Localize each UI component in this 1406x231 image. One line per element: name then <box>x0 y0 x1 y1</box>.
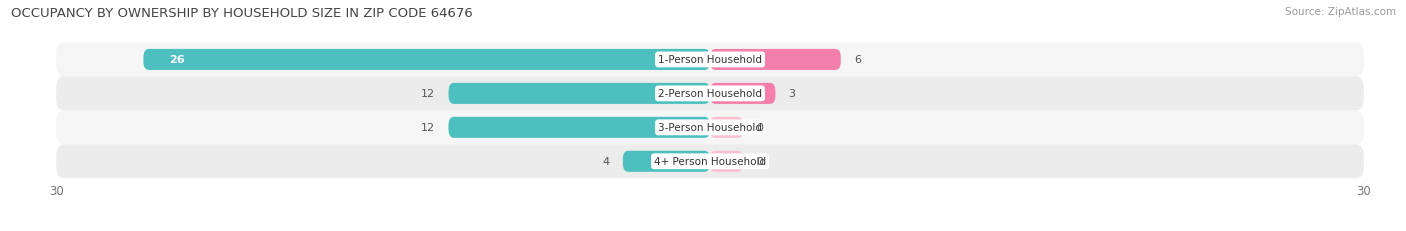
FancyBboxPatch shape <box>56 77 1364 111</box>
Text: 4+ Person Household: 4+ Person Household <box>654 157 766 167</box>
Text: 12: 12 <box>422 89 436 99</box>
FancyBboxPatch shape <box>143 50 710 71</box>
Text: 4: 4 <box>603 157 610 167</box>
FancyBboxPatch shape <box>56 111 1364 145</box>
Text: OCCUPANCY BY OWNERSHIP BY HOUSEHOLD SIZE IN ZIP CODE 64676: OCCUPANCY BY OWNERSHIP BY HOUSEHOLD SIZE… <box>11 7 472 20</box>
Text: Source: ZipAtlas.com: Source: ZipAtlas.com <box>1285 7 1396 17</box>
Text: 0: 0 <box>756 157 763 167</box>
Text: 2-Person Household: 2-Person Household <box>658 89 762 99</box>
FancyBboxPatch shape <box>710 117 742 138</box>
FancyBboxPatch shape <box>449 83 710 104</box>
FancyBboxPatch shape <box>710 50 841 71</box>
Text: 6: 6 <box>853 55 860 65</box>
Text: 12: 12 <box>422 123 436 133</box>
FancyBboxPatch shape <box>56 43 1364 77</box>
FancyBboxPatch shape <box>56 145 1364 179</box>
FancyBboxPatch shape <box>449 117 710 138</box>
Text: 26: 26 <box>170 55 186 65</box>
Text: 0: 0 <box>756 123 763 133</box>
FancyBboxPatch shape <box>710 151 742 172</box>
Text: 3: 3 <box>789 89 796 99</box>
Text: 1-Person Household: 1-Person Household <box>658 55 762 65</box>
Text: 3-Person Household: 3-Person Household <box>658 123 762 133</box>
FancyBboxPatch shape <box>710 83 776 104</box>
FancyBboxPatch shape <box>623 151 710 172</box>
